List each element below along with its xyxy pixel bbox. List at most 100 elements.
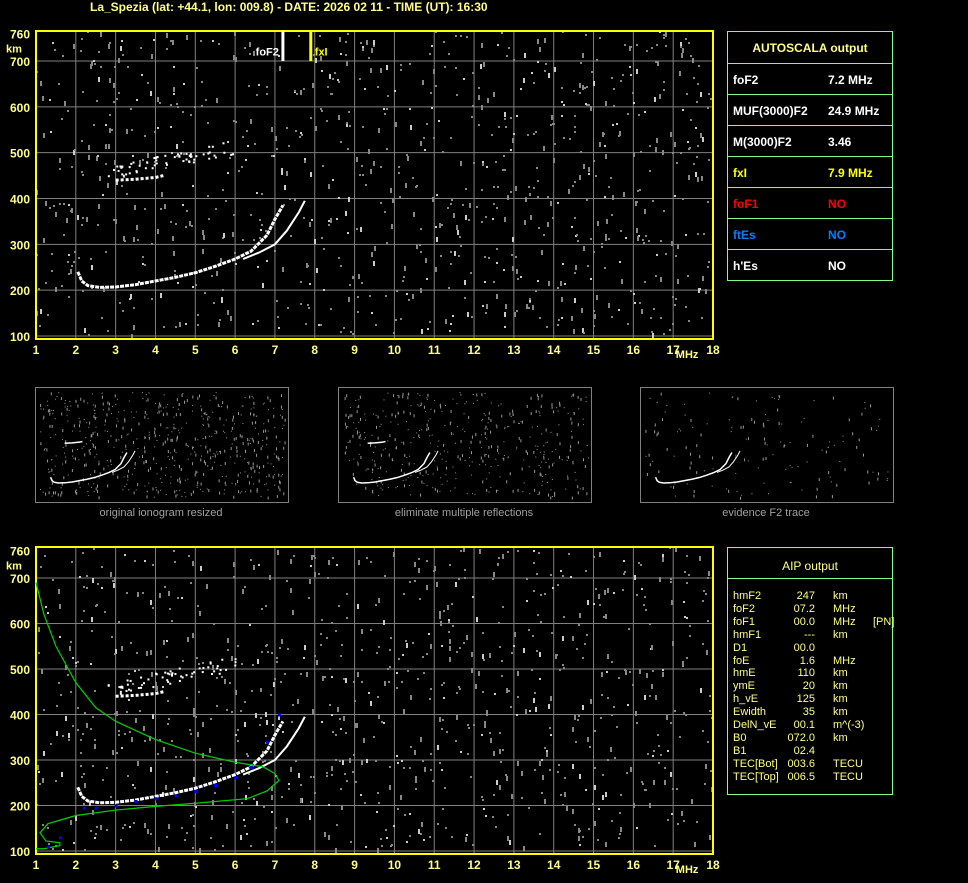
x-tick-label: 5 xyxy=(192,858,199,872)
noise-dot xyxy=(214,792,216,794)
thumb-noise xyxy=(488,411,490,415)
thumb-noise xyxy=(144,437,146,439)
thumb-noise xyxy=(160,423,162,427)
thumb-noise xyxy=(123,476,125,478)
noise-dot xyxy=(579,613,581,618)
thumb-noise xyxy=(490,418,492,422)
noise-dot xyxy=(485,815,487,817)
thumb-noise xyxy=(133,416,135,418)
thumb-noise xyxy=(410,494,412,496)
noise-dot xyxy=(243,819,245,821)
noise-dot xyxy=(281,796,283,798)
aip-fit-point xyxy=(82,806,86,810)
aip-fit-point xyxy=(94,806,98,810)
thumb-noise xyxy=(57,493,59,497)
noise-dot xyxy=(629,671,631,673)
noise-dot xyxy=(585,789,587,791)
noise-dot xyxy=(144,135,146,137)
noise-dot xyxy=(340,788,342,790)
noise-dot xyxy=(140,47,142,49)
thumbnail-image-1 xyxy=(344,392,589,500)
noise-dot xyxy=(653,750,655,752)
thumb-noise xyxy=(153,496,155,498)
thumb-noise xyxy=(751,418,753,422)
noise-dot xyxy=(227,638,229,643)
noise-dot xyxy=(116,180,118,185)
thumb-noise xyxy=(182,392,184,394)
noise-dot xyxy=(193,759,195,761)
noise-dot xyxy=(688,148,690,150)
thumb-noise xyxy=(94,446,96,450)
noise-dot xyxy=(244,586,246,588)
noise-dot xyxy=(707,577,709,579)
noise-dot xyxy=(546,750,548,752)
noise-dot xyxy=(192,561,194,566)
aip-param-unit: km xyxy=(833,667,848,680)
noise-dot xyxy=(340,728,342,730)
thumb-noise xyxy=(833,444,835,446)
thumb-noise xyxy=(107,440,109,444)
autoscala-value: NO xyxy=(828,228,846,242)
thumb-noise xyxy=(77,404,79,408)
noise-dot xyxy=(292,610,294,615)
thumb-noise xyxy=(551,451,553,453)
noise-dot xyxy=(499,646,501,648)
noise-dot xyxy=(49,99,51,101)
thumb-noise xyxy=(408,392,410,396)
noise-dot xyxy=(256,192,258,194)
thumb-noise xyxy=(247,438,249,442)
noise-dot xyxy=(496,262,498,264)
noise-dot xyxy=(629,46,631,51)
es-scatter-dot xyxy=(166,679,169,682)
thumb-noise xyxy=(239,492,241,494)
autoscala-row: M(3000)F2 3.46 xyxy=(728,125,892,156)
noise-dot xyxy=(607,697,609,699)
noise-dot xyxy=(446,731,448,733)
noise-dot xyxy=(258,564,260,566)
noise-dot xyxy=(192,814,194,816)
thumb-noise xyxy=(861,412,863,416)
thumb-noise xyxy=(755,400,757,402)
thumb-noise xyxy=(541,461,543,463)
noise-dot xyxy=(122,54,124,56)
noise-dot xyxy=(422,656,424,658)
noise-dot xyxy=(313,54,315,56)
noise-dot xyxy=(548,73,550,78)
thumb-noise xyxy=(376,425,378,429)
thumb-noise xyxy=(573,412,575,414)
noise-dot xyxy=(329,668,331,670)
thumb-noise xyxy=(407,396,409,400)
thumb-noise xyxy=(429,442,431,444)
noise-dot xyxy=(680,46,682,48)
noise-dot xyxy=(612,124,614,126)
noise-dot xyxy=(251,690,253,692)
thumb-noise xyxy=(102,409,104,411)
aip-param-unit: m^(-3) xyxy=(833,719,865,731)
noise-dot xyxy=(550,574,552,576)
thumb-noise xyxy=(543,453,545,455)
caption-eliminate-multiple: eliminate multiple reflections xyxy=(394,507,534,519)
thumb-noise xyxy=(192,446,194,448)
noise-dot xyxy=(52,42,54,44)
noise-dot xyxy=(709,695,711,697)
thumb-noise xyxy=(473,402,475,404)
noise-dot xyxy=(407,670,409,672)
noise-dot xyxy=(172,236,174,241)
thumb-noise xyxy=(110,459,112,463)
noise-dot xyxy=(644,209,646,214)
noise-dot xyxy=(233,562,235,567)
thumb-noise xyxy=(575,479,577,481)
noise-dot xyxy=(604,196,606,198)
aip-param-label: foF1 xyxy=(733,615,756,628)
noise-dot xyxy=(241,166,243,168)
thumb-noise xyxy=(278,457,280,461)
noise-dot xyxy=(605,154,607,159)
thumb-noise xyxy=(450,490,452,492)
thumb-noise xyxy=(146,491,148,493)
thumb-noise xyxy=(274,484,276,486)
thumb-noise xyxy=(550,496,552,500)
x-tick-label: 10 xyxy=(388,343,402,357)
noise-dot xyxy=(75,665,77,667)
thumb-noise xyxy=(208,435,210,437)
noise-dot xyxy=(165,167,167,169)
